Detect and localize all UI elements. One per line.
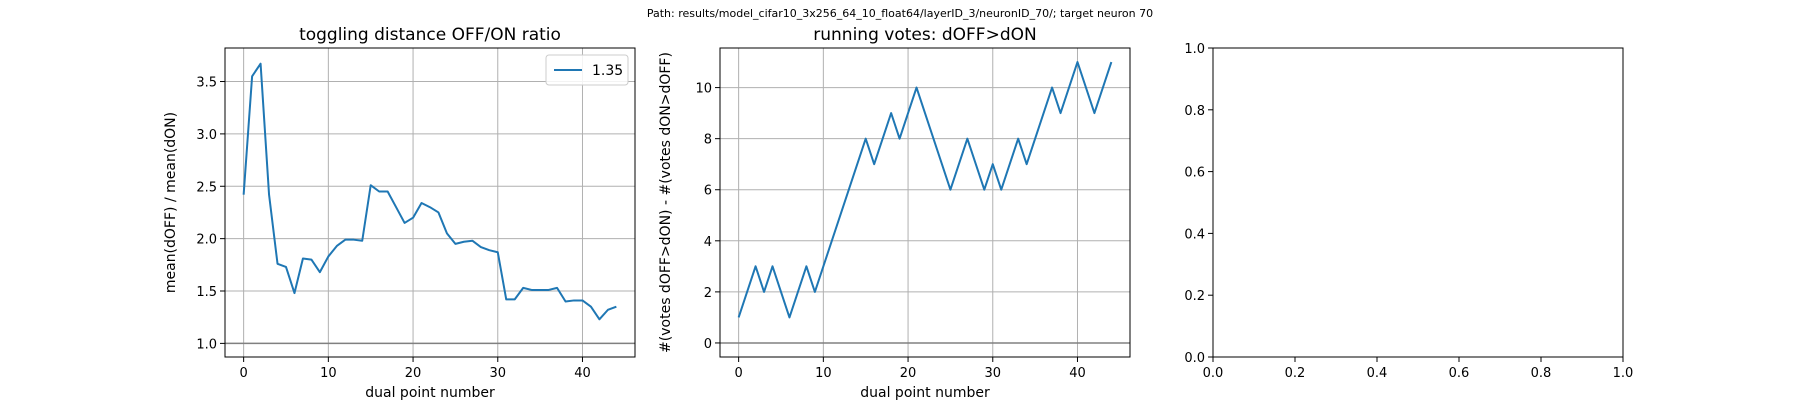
x-tick-label: 0 bbox=[239, 366, 247, 381]
y-tick-label: 3.5 bbox=[196, 76, 217, 91]
chart-panel-3: 0.0 0.2 0.4 0.6 0.8 1.0 0.0 0.2 0.4 0.6 0.8 1.0 bbox=[1184, 42, 1633, 381]
x-tick-label: 30 bbox=[984, 366, 1001, 381]
y-tick-label: 3.0 bbox=[196, 128, 217, 143]
series-line-1 bbox=[737, 61, 1113, 319]
plot-area-frame bbox=[719, 47, 1131, 358]
chart-title: toggling distance OFF/ON ratio bbox=[299, 25, 561, 45]
x-tick-label: 10 bbox=[320, 366, 337, 381]
y-tick-label: 0.6 bbox=[1184, 166, 1205, 181]
y-tick-label: 4 bbox=[704, 235, 712, 250]
x-tick-label: 40 bbox=[1069, 366, 1086, 381]
chart-panel-2: 0 10 20 30 40 0 2 4 6 8 10 running votes: dOFF>dON d… bbox=[658, 25, 1131, 400]
x-tick-label: 40 bbox=[574, 366, 591, 381]
x-tick-label: 1.0 bbox=[1613, 366, 1634, 381]
x-tick-label: 0.0 bbox=[1203, 366, 1224, 381]
y-tick-label: 2 bbox=[704, 286, 712, 301]
y-tick-label: 10 bbox=[695, 82, 712, 97]
y-tick-label: 0.8 bbox=[1184, 104, 1205, 119]
y-axis-label: mean(dOFF) / mean(dON) bbox=[163, 112, 179, 293]
y-tick-label: 8 bbox=[704, 133, 712, 148]
x-tick-label: 0 bbox=[734, 366, 742, 381]
x-axis-label: dual point number bbox=[365, 385, 495, 400]
x-tick-label: 0.6 bbox=[1449, 366, 1470, 381]
y-tick-label: 1.5 bbox=[196, 285, 217, 300]
y-tick-label: 1.0 bbox=[1184, 42, 1205, 57]
y-axis-label: #(votes dOFF>dON) - #(votes dON>dOFF) bbox=[658, 52, 674, 353]
chart-title: running votes: dOFF>dON bbox=[813, 25, 1036, 45]
x-tick-label: 0.4 bbox=[1367, 366, 1388, 381]
plot-area-frame bbox=[224, 47, 636, 358]
y-tick-label: 0.4 bbox=[1184, 227, 1205, 242]
chart-panel-1: 0 10 20 30 40 1.0 1.5 2.0 2.5 3.0 3.5 toggling dist… bbox=[163, 25, 636, 400]
y-tick-label: 2.5 bbox=[196, 180, 217, 195]
y-tick-label: 0.2 bbox=[1184, 289, 1205, 304]
x-tick-label: 30 bbox=[489, 366, 506, 381]
x-tick-label: 10 bbox=[815, 366, 832, 381]
y-tick-label: 0 bbox=[704, 337, 712, 352]
y-tick-label: 1.0 bbox=[196, 337, 217, 352]
legend: 1.35 bbox=[545, 54, 629, 86]
series-line-1 bbox=[242, 62, 617, 321]
y-tick-label: 2.0 bbox=[196, 233, 217, 248]
x-tick-label: 20 bbox=[405, 366, 422, 381]
x-tick-label: 0.8 bbox=[1531, 366, 1552, 381]
plot-area-frame bbox=[1212, 47, 1624, 358]
figure-suptitle: Path: results/model_cifar10_3x256_64_10_… bbox=[647, 7, 1153, 20]
legend-label: 1.35 bbox=[592, 63, 623, 79]
legend-frame bbox=[545, 54, 629, 86]
y-tick-label: 0.0 bbox=[1184, 351, 1205, 366]
x-tick-label: 20 bbox=[900, 366, 917, 381]
x-axis-label: dual point number bbox=[860, 385, 990, 400]
y-tick-label: 6 bbox=[704, 184, 712, 199]
x-tick-label: 0.2 bbox=[1285, 366, 1306, 381]
